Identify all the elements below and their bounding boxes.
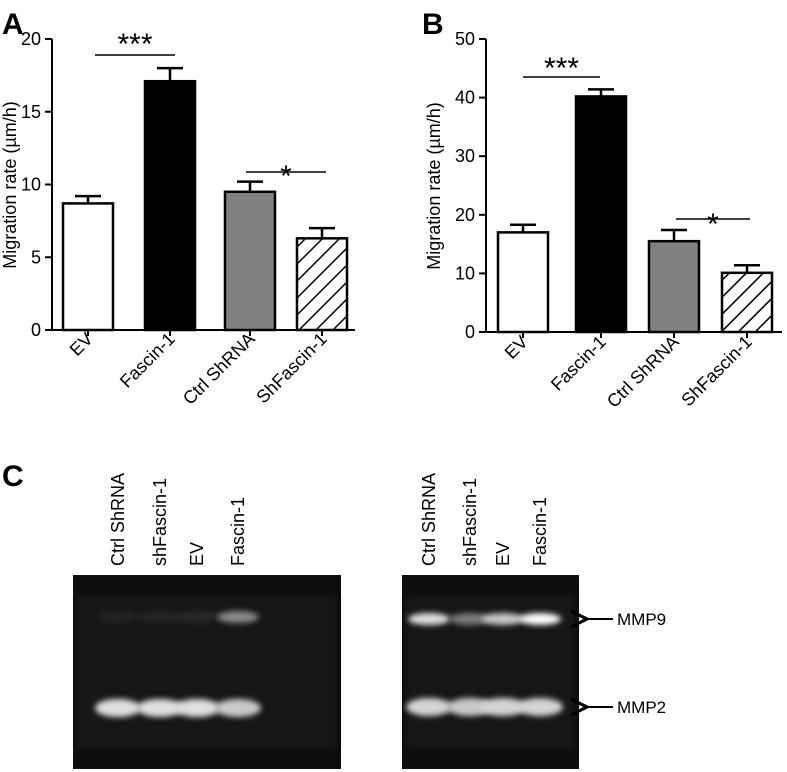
chart-b-ytick-label: 30	[455, 146, 475, 166]
chart-b-significance-label: ***	[544, 52, 579, 85]
chart-b-bar-ctrl-shrna	[647, 239, 701, 334]
chart-a-xtick-label: EV	[66, 329, 97, 360]
gel-right-band-mmp9	[519, 613, 561, 625]
gel-right-band-mmp9	[482, 613, 524, 625]
chart-b-ytick-label: 10	[455, 263, 475, 283]
gel-right-band-label-mmp2: MMP2	[617, 698, 666, 717]
gel-left-band-mmp9	[139, 611, 181, 623]
chart-b-xtick-label: EV	[501, 332, 532, 363]
panel-letter-a: A	[2, 8, 24, 41]
chart-b-ylabel: Migration rate (µm/h)	[424, 102, 444, 269]
chart-a-ytick-label: 5	[31, 247, 41, 267]
gel-right: Ctrl ShRNA shFascin-1 EV Fascin-1 MMP9 MMP2	[402, 473, 666, 769]
chart-a-ytick-label: 10	[21, 175, 41, 195]
chart-b-ytick-label: 40	[455, 88, 475, 108]
chart-b-xtick-label: Fascin-1	[547, 332, 610, 395]
gel-left-lane-label: Fascin-1	[228, 497, 248, 566]
gel-right-lane-label: EV	[493, 542, 513, 566]
chart-a-ylabel: Migration rate (µm/h)	[0, 101, 20, 268]
chart-b-xtick-label: Ctrl ShRNA	[603, 332, 683, 412]
gel-left-band-mmp9	[217, 611, 259, 623]
chart-b-ytick-label: 50	[455, 29, 475, 49]
gel-right-band-mmp2	[480, 698, 526, 716]
chart-b-bar-shfascin-1	[720, 271, 774, 334]
chart-a-bar-ctrl-shrna	[223, 190, 277, 332]
gel-left-band-mmp2	[215, 699, 261, 717]
gel-right-band-mmp2	[517, 698, 563, 716]
chart-a-bar-ev	[61, 202, 115, 332]
chart-a-xtick-label: Ctrl ShRNA	[179, 329, 259, 409]
gel-left-band-mmp2	[174, 699, 220, 717]
chart-a-bar-fascin-1	[143, 79, 197, 332]
chart-b-xtick-label: ShFascin-1	[677, 332, 756, 411]
gel-left-band-mmp9	[97, 611, 139, 623]
gel-left-band-mmp9	[176, 611, 218, 623]
panel-letter-c: C	[2, 460, 24, 493]
chart-b-ytick-label: 20	[455, 205, 475, 225]
chart-a-xtick-label: ShFascin-1	[252, 329, 331, 408]
gel-left-lane-label: shFascin-1	[150, 478, 170, 566]
gel-right-lane-label: shFascin-1	[460, 478, 480, 566]
gel-left-band-mmp2	[95, 699, 141, 717]
chart-a-significance-label: *	[280, 160, 292, 193]
gel-right-lane-label: Ctrl ShRNA	[419, 473, 439, 566]
chart-a-ytick-label: 15	[21, 102, 41, 122]
chart-a-ytick-label: 0	[31, 320, 41, 340]
gel-right-band-mmp2	[447, 698, 493, 716]
chart-b-ytick-label: 0	[465, 322, 475, 342]
chart-b-significance-label: *	[707, 208, 719, 241]
gel-left-band-mmp2	[137, 699, 183, 717]
chart-a-ytick-label: 20	[21, 29, 41, 49]
gel-left-lane-label: Ctrl ShRNA	[108, 473, 128, 566]
gel-right-band-mmp9	[408, 613, 450, 625]
gel-right-band-mmp2	[406, 698, 452, 716]
gel-left-lane-label: EV	[187, 542, 207, 566]
gel-right-band-label-mmp9: MMP9	[617, 610, 666, 629]
chart-b-bar-fascin-1	[574, 95, 628, 334]
chart-a-xtick-label: Fascin-1	[116, 329, 179, 392]
panel-letter-b: B	[422, 8, 444, 41]
chart-b-bar-ev	[496, 231, 550, 334]
chart-a-significance-label: ***	[117, 28, 152, 61]
gel-right-band-mmp9	[449, 613, 491, 625]
chart-a-bar-shfascin-1	[295, 237, 349, 332]
gel-right-lane-label: Fascin-1	[530, 497, 550, 566]
gel-left: Ctrl ShRNA shFascin-1 EV Fascin-1	[73, 473, 341, 769]
